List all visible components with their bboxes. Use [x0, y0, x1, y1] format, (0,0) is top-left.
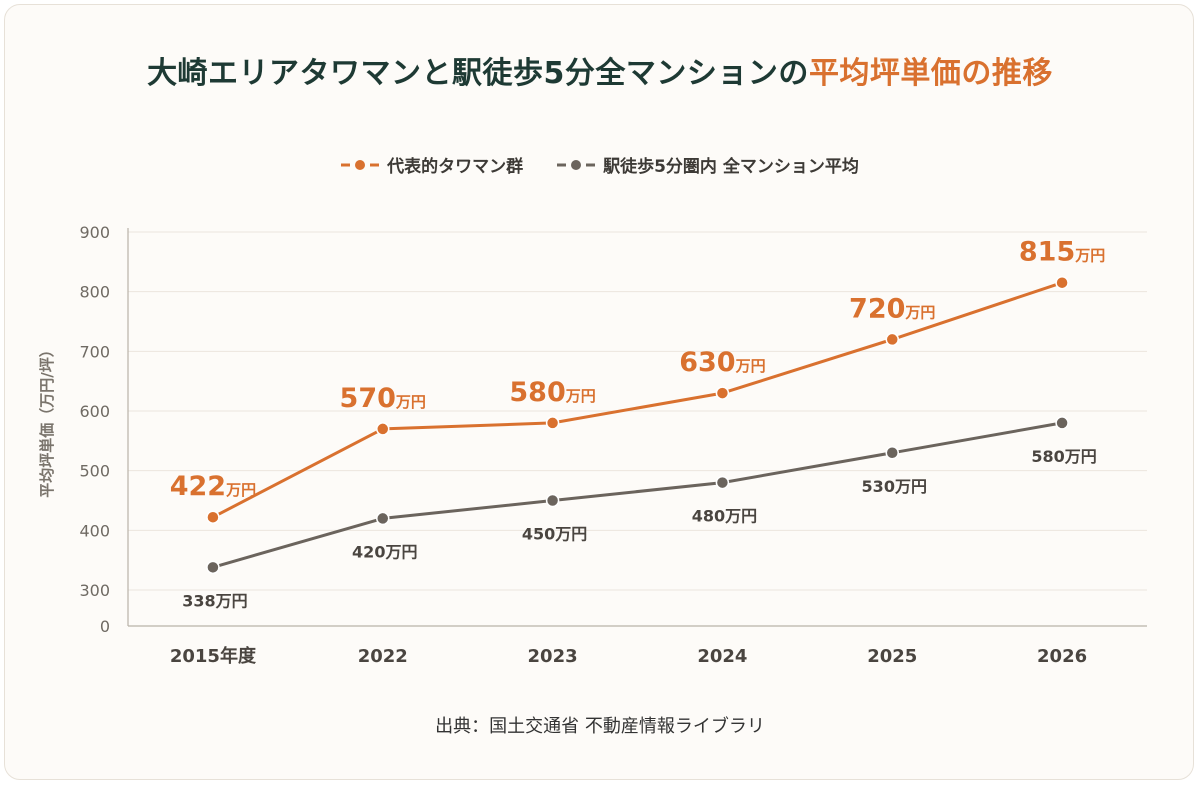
y-tick-label-600: 600 — [79, 402, 110, 421]
data-point-0-4 — [885, 332, 899, 347]
x-tick-label-2: 2023 — [528, 646, 578, 667]
data-point-1-1 — [376, 511, 390, 526]
data-label-1-4: 530万円 — [862, 477, 927, 496]
y-tick-label-300: 300 — [79, 581, 110, 600]
data-label-0-3: 630万円 — [679, 347, 765, 378]
data-point-0-5 — [1055, 275, 1069, 290]
x-tick-label-4: 2025 — [867, 646, 917, 667]
chart-title-main: 大崎エリアタワマンと駅徒歩5分全マンションの — [147, 56, 809, 91]
y-tick-label-400: 400 — [79, 521, 110, 540]
y-tick-label-900: 900 — [79, 223, 110, 242]
x-tick-label-5: 2026 — [1037, 646, 1087, 667]
chart-title: 大崎エリアタワマンと駅徒歩5分全マンションの平均坪単価の推移 — [0, 48, 1200, 92]
data-label-1-1: 420万円 — [352, 542, 417, 561]
legend-label-all: 駅徒歩5分圏内 全マンション平均 — [603, 157, 859, 177]
data-label-0-2: 580万円 — [509, 377, 595, 408]
data-point-0-3 — [715, 386, 730, 400]
data-label-1-3: 480万円 — [692, 507, 757, 526]
data-label-1-5: 580万円 — [1031, 447, 1096, 466]
series-line-1 — [212, 421, 1063, 569]
data-label-0-1: 570万円 — [340, 383, 426, 414]
y-tick-label-500: 500 — [79, 462, 110, 481]
y-tick-label-0: 0 — [100, 617, 110, 636]
data-point-0-1 — [376, 422, 390, 436]
data-label-1-2: 450万円 — [522, 525, 587, 544]
legend-marker-all-icon — [557, 159, 596, 170]
source-note: 出典：国土交通省 不動産情報ライブラリ — [435, 716, 765, 737]
chart-legend: 代表的タワマン群 駅徒歩5分圏内 全マンション平均 — [0, 152, 1200, 177]
data-point-1-0 — [206, 560, 220, 575]
x-tick-label-3: 2024 — [697, 646, 747, 667]
data-point-1-4 — [885, 446, 899, 460]
chart-title-accent: 平均坪単価の推移 — [808, 56, 1053, 91]
x-tick-label-1: 2022 — [358, 646, 408, 667]
data-point-1-5 — [1055, 416, 1069, 430]
legend-label-tower: 代表的タワマン群 — [387, 157, 524, 177]
chart-card — [4, 4, 1194, 780]
legend-marker-tower-icon — [341, 159, 380, 170]
data-point-1-2 — [545, 493, 560, 508]
legend-item-tower: 代表的タワマン群 — [341, 152, 523, 177]
x-tick-label-0: 2015年度 — [170, 645, 257, 667]
data-label-0-4: 720万円 — [849, 293, 935, 324]
data-point-0-0 — [206, 510, 220, 524]
series-line-0 — [212, 281, 1063, 519]
y-tick-label-800: 800 — [79, 283, 110, 302]
data-label-0-5: 815万円 — [1019, 237, 1105, 268]
legend-item-all: 駅徒歩5分圏内 全マンション平均 — [557, 152, 859, 177]
data-point-1-3 — [715, 475, 730, 490]
data-point-0-2 — [545, 416, 560, 430]
y-axis-title: 平均坪単価（万円/坪） — [38, 342, 56, 497]
y-tick-label-700: 700 — [79, 342, 110, 361]
data-label-1-0: 338万円 — [182, 591, 247, 610]
data-label-0-0: 422万円 — [170, 471, 256, 502]
